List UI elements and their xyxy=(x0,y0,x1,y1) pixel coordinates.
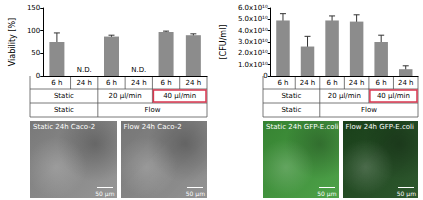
svg-text:24 h: 24 h xyxy=(398,79,414,87)
svg-text:Viability [%]: Viability [%] xyxy=(8,18,17,66)
svg-text:Static: Static xyxy=(281,106,301,114)
svg-text:3.0x10¹⁰: 3.0x10¹⁰ xyxy=(238,38,268,46)
svg-text:6 h: 6 h xyxy=(277,79,288,87)
svg-text:20 µl/min: 20 µl/min xyxy=(328,92,361,100)
svg-text:20 µl/min: 20 µl/min xyxy=(109,92,142,100)
svg-text:Static: Static xyxy=(54,92,74,100)
html-text:Flow 24h GFP-E.coli: Flow 24h GFP-E.coli xyxy=(345,123,414,131)
svg-text:40 µl/min: 40 µl/min xyxy=(163,92,196,100)
svg-text:4.0x10¹⁰: 4.0x10¹⁰ xyxy=(238,27,268,35)
svg-text:Static: Static xyxy=(281,92,301,100)
svg-text:24 h: 24 h xyxy=(300,79,316,87)
svg-text:N.D.: N.D. xyxy=(77,66,92,74)
svg-text:0: 0 xyxy=(263,72,267,80)
svg-text:24 h: 24 h xyxy=(349,79,365,87)
svg-text:6.0x10¹⁰: 6.0x10¹⁰ xyxy=(238,4,268,12)
svg-text:Flow: Flow xyxy=(361,106,377,114)
svg-text:40 µl/min: 40 µl/min xyxy=(377,92,410,100)
svg-text:24 h: 24 h xyxy=(186,79,202,87)
html-text:50 μm: 50 μm xyxy=(185,190,205,197)
svg-text:100: 100 xyxy=(27,27,40,35)
svg-text:6 h: 6 h xyxy=(106,79,117,87)
svg-text:50: 50 xyxy=(31,49,40,57)
svg-text:Flow: Flow xyxy=(144,106,160,114)
html-text:50 μm: 50 μm xyxy=(317,190,337,197)
html-text:Static 24h GFP-E.coli: Static 24h GFP-E.coli xyxy=(266,123,339,131)
html-text:50 μm: 50 μm xyxy=(396,190,416,197)
svg-text:5.0x10¹⁰: 5.0x10¹⁰ xyxy=(238,15,268,23)
svg-text:150: 150 xyxy=(27,4,40,12)
html-text:50 μm: 50 μm xyxy=(95,190,115,197)
svg-text:6 h: 6 h xyxy=(161,79,172,87)
svg-text:6 h: 6 h xyxy=(376,79,387,87)
html-text:Flow 24h Caco-2: Flow 24h Caco-2 xyxy=(123,123,182,131)
svg-text:[CFU/ml]: [CFU/ml] xyxy=(219,25,228,60)
svg-text:24 h: 24 h xyxy=(131,79,147,87)
svg-text:N.D.: N.D. xyxy=(131,66,146,74)
html-text:Static 24h Caco-2: Static 24h Caco-2 xyxy=(33,123,96,131)
svg-text:Static: Static xyxy=(54,106,74,114)
svg-text:24 h: 24 h xyxy=(76,79,92,87)
svg-text:0: 0 xyxy=(36,72,40,80)
svg-text:6 h: 6 h xyxy=(51,79,62,87)
svg-text:1.0x10¹⁰: 1.0x10¹⁰ xyxy=(238,61,268,69)
svg-text:2.0x10¹⁰: 2.0x10¹⁰ xyxy=(238,49,268,57)
svg-text:6 h: 6 h xyxy=(327,79,338,87)
